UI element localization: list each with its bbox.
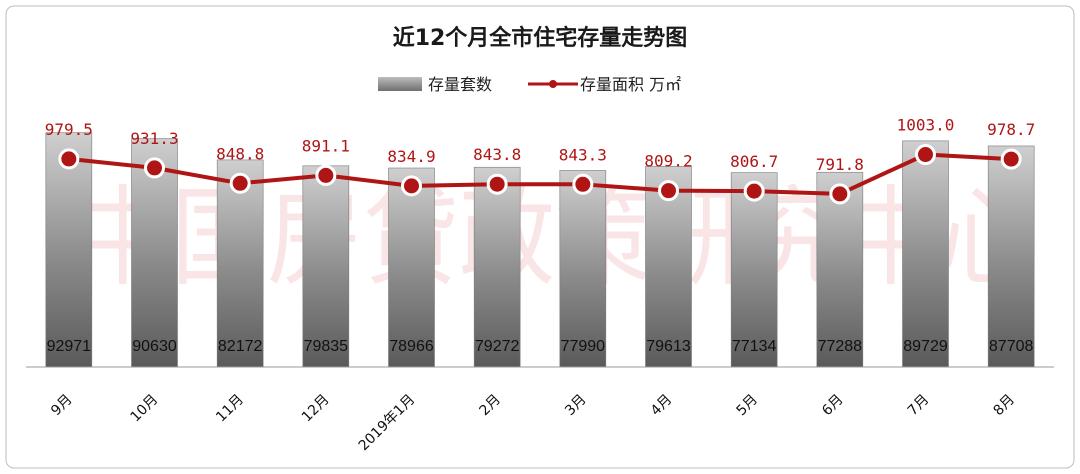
bar-value-label: 87708: [989, 338, 1034, 355]
bar: [216, 159, 264, 368]
bar: [302, 165, 350, 368]
bar: [816, 171, 864, 368]
area-value-label: 843.8: [473, 145, 521, 164]
bar: [987, 145, 1035, 368]
area-value-label: 791.8: [816, 155, 864, 174]
bar-value-label: 90630: [132, 338, 177, 355]
area-value-label: 843.3: [559, 145, 607, 164]
area-point: [58, 148, 80, 170]
chart-title: 近12个月全市住宅存量走势图: [393, 25, 688, 51]
bar-value-label: 77990: [561, 338, 606, 355]
legend-bar-label: 存量套数: [428, 75, 492, 94]
area-point: [658, 180, 679, 202]
bar-value-label: 79272: [475, 338, 520, 355]
area-value-label: 806.7: [730, 152, 778, 171]
bar: [473, 166, 521, 368]
area-point: [486, 173, 508, 195]
area-value-label: 848.8: [216, 144, 264, 163]
area-point: [401, 175, 422, 197]
bar-value-label: 82172: [218, 338, 263, 355]
bar-value-label: 79613: [646, 338, 691, 355]
area-point: [1000, 148, 1022, 170]
area-line: [68, 152, 1012, 196]
legend-line-marker: [549, 80, 557, 88]
area-point: [743, 180, 765, 202]
chart-frame: [5, 5, 1075, 469]
area-value-label: 809.2: [644, 152, 692, 171]
line-series: 979.5 931.3 848.8 891.1 834.9 843.8 843.3 809.2…: [45, 116, 1035, 205]
area-value-label: 978.7: [987, 120, 1035, 139]
area-point: [229, 172, 251, 194]
bar: [902, 140, 949, 368]
bar: [559, 170, 607, 368]
area-point: [829, 183, 851, 205]
area-value-label: 931.3: [130, 129, 178, 148]
bar-series: 92971 90630 82172 79835 78966 79272 77990 79613…: [45, 132, 1035, 368]
bar-value-label: 77288: [818, 338, 863, 355]
area-value-label: 1003.0: [897, 116, 955, 135]
legend-line-label: 存量面积 万㎡: [580, 75, 681, 94]
legend: 存量套数 存量面积 万㎡: [378, 75, 681, 94]
bar: [388, 167, 435, 368]
bar-value-label: 92971: [47, 338, 92, 355]
bar-value-label: 78966: [389, 338, 434, 355]
legend-bar-swatch: [378, 77, 422, 91]
area-point: [915, 144, 936, 166]
area-value-label: 979.5: [45, 120, 93, 139]
bar: [730, 172, 778, 368]
area-value-label: 834.9: [387, 147, 435, 166]
bar-value-label: 79835: [304, 338, 349, 355]
bar-value-label: 89729: [903, 338, 948, 355]
area-value-label: 891.1: [302, 136, 350, 155]
area-point: [315, 164, 337, 186]
area-point: [572, 173, 594, 195]
area-point: [144, 157, 165, 179]
bar-value-label: 77134: [732, 338, 777, 355]
bar: [45, 132, 93, 368]
